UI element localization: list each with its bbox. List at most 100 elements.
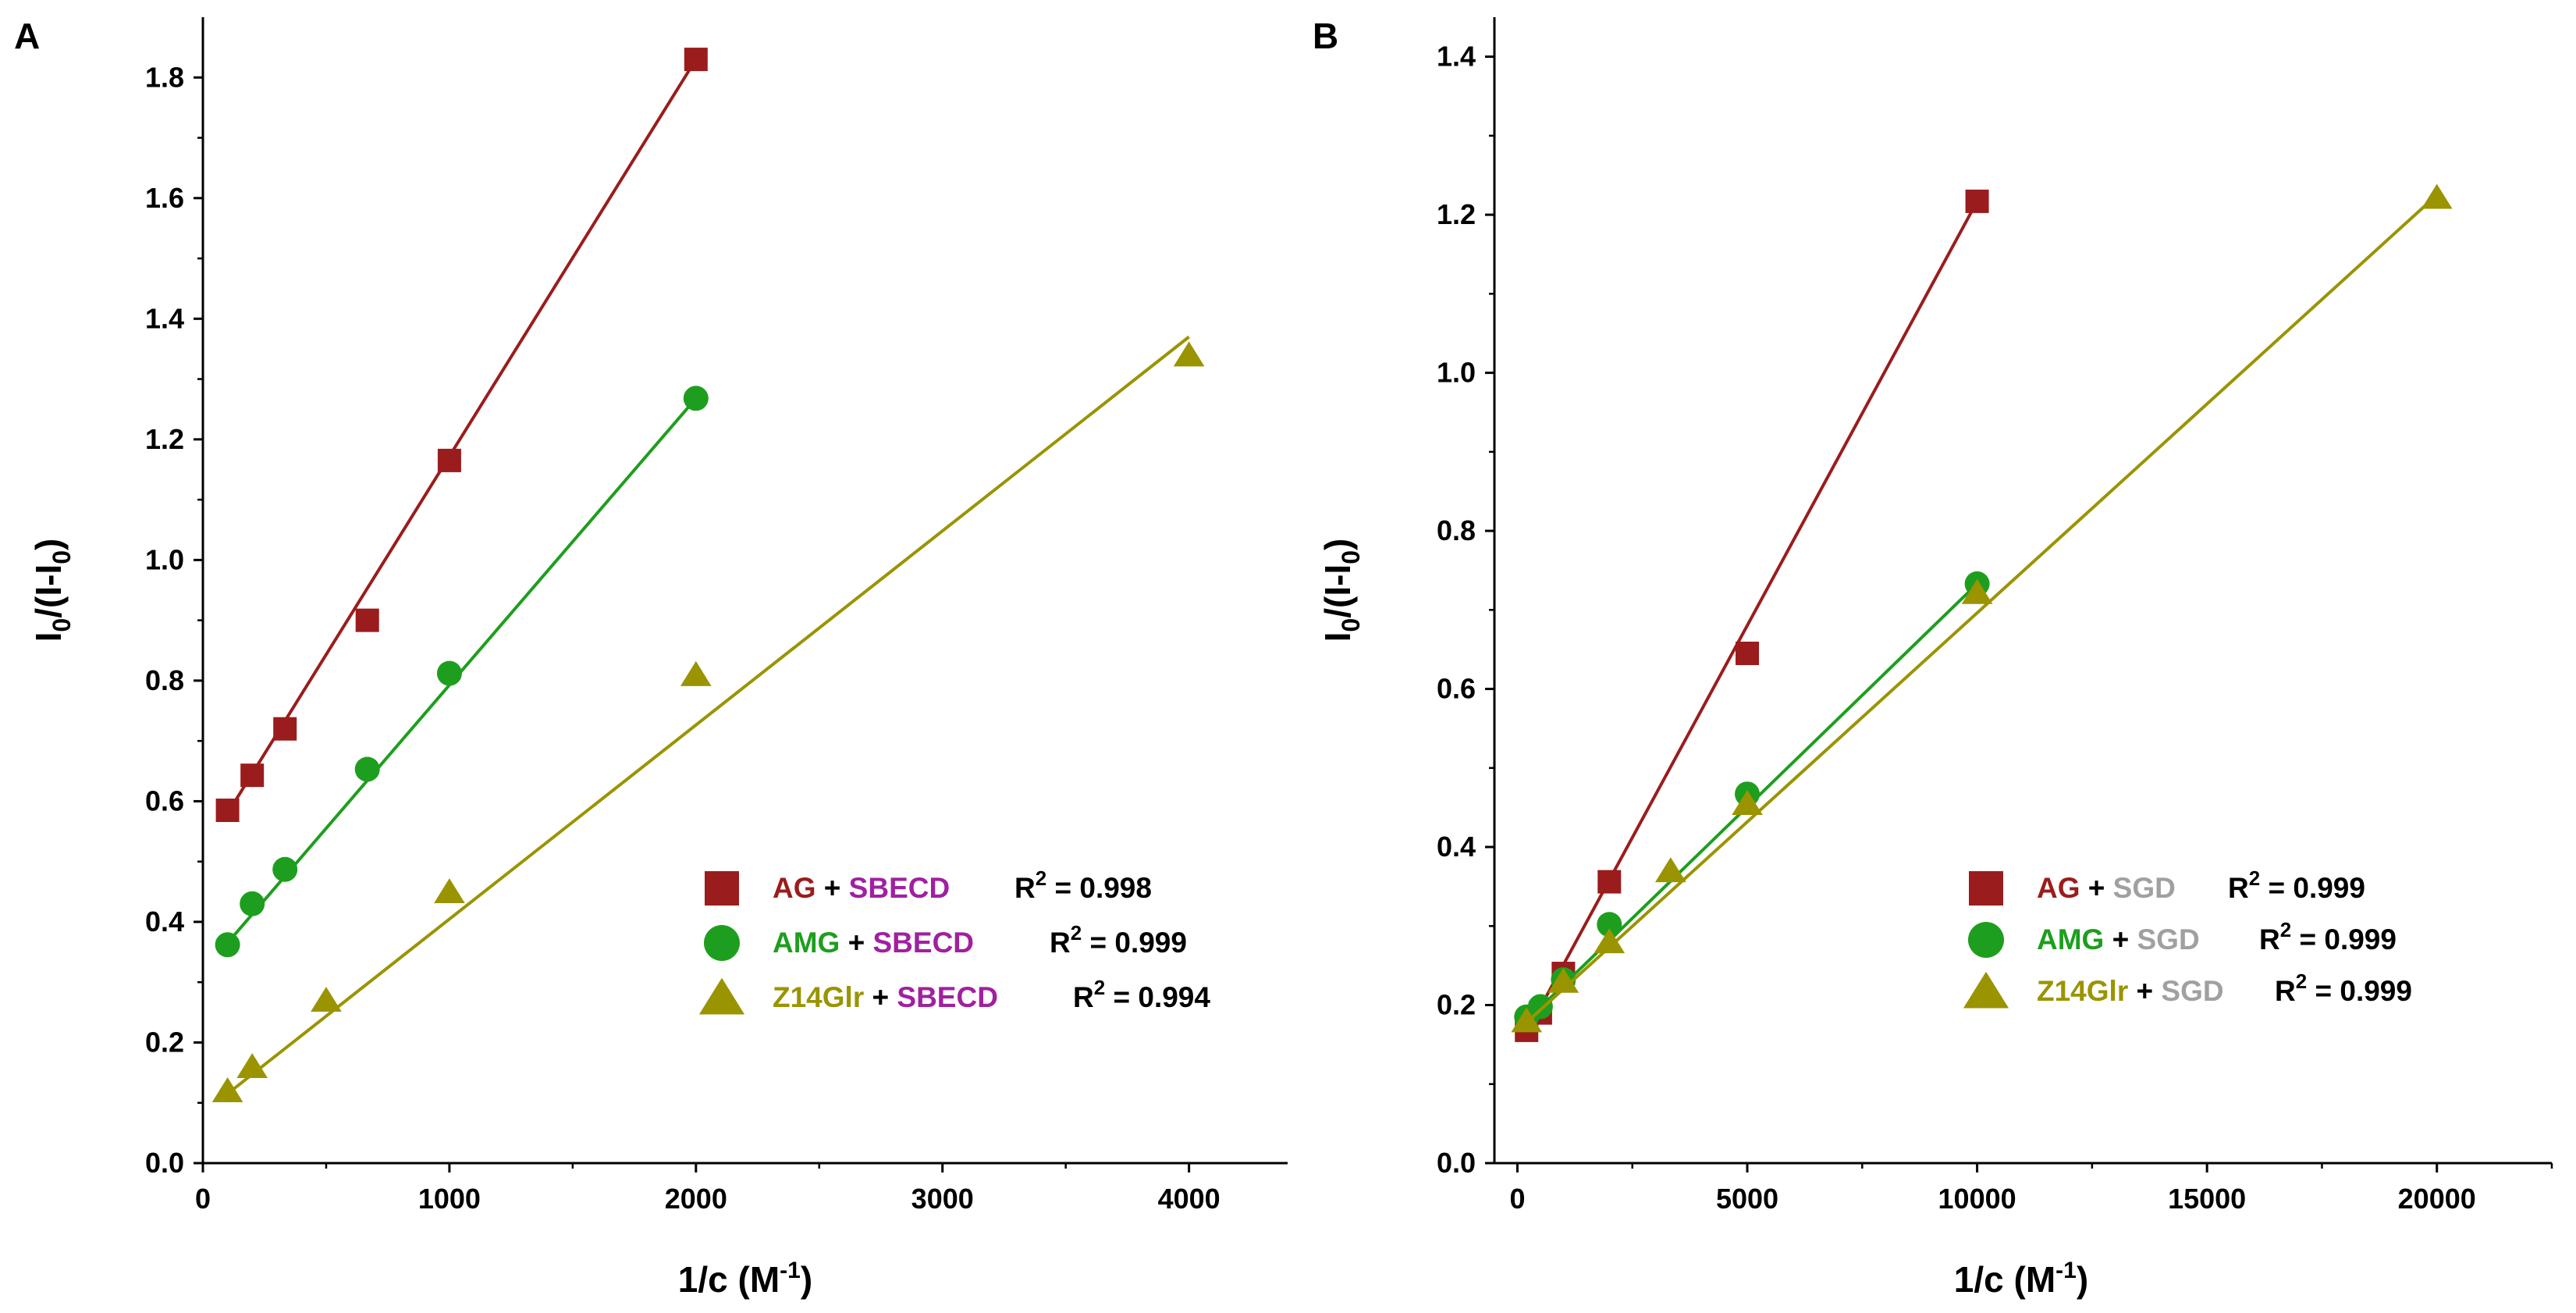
data-point (1511, 1007, 1543, 1033)
panel-letter: B (1313, 16, 1338, 56)
y-tick-label: 0.8 (1437, 514, 1476, 546)
y-tick-label: 0.6 (145, 785, 184, 817)
data-point (1961, 578, 1993, 604)
y-tick-label: 1.2 (1437, 198, 1476, 230)
y-tick-label: 0.2 (1437, 989, 1476, 1021)
x-tick-label: 4000 (1158, 1183, 1220, 1215)
legend-r2: R2 = 0.999 (2259, 918, 2397, 955)
data-point (1965, 189, 1989, 213)
legend-item: AMG + SGD R2 = 0.999 (1968, 918, 2397, 958)
y-axis-title: I0/(I-I0) (28, 539, 76, 642)
legend-label: AG + SBECD (773, 872, 950, 904)
data-point (1594, 928, 1626, 954)
fit-line (226, 335, 1190, 1095)
x-axis-title: 1/c (M-1) (1954, 1258, 2088, 1300)
legend-marker (698, 977, 745, 1015)
legend-item: AG + SGD R2 = 0.999 (1969, 866, 2365, 906)
data-point (436, 660, 462, 686)
x-tick-label: 10000 (1938, 1183, 2016, 1215)
panel-a: A 0.0 0.2 0.4 0.6 0.8 1.0 1.2 1.4 1.6 1.8 0 1000 2000… (14, 16, 1288, 1300)
data-point (2421, 183, 2453, 209)
x-tick-label: 3000 (911, 1183, 974, 1215)
data-point (236, 1053, 268, 1079)
y-tick-label: 1.8 (145, 61, 184, 93)
legend-marker (1963, 971, 2009, 1009)
legend-label: Z14Glr + SBECD (773, 981, 998, 1013)
panel-b: B 0.0 0.2 0.4 0.6 0.8 1.0 1.2 1.4 0 5000 10000 15000… (1313, 16, 2553, 1300)
legend-r2: R2 = 0.999 (2275, 970, 2412, 1007)
legend-item: AG + SBECD R2 = 0.998 (705, 866, 1152, 906)
y-tick-label: 1.6 (145, 182, 184, 214)
data-point (240, 891, 265, 916)
legend-r2: R2 = 0.999 (1050, 921, 1187, 959)
legend-item: AMG + SBECD R2 = 0.999 (704, 921, 1187, 961)
data-point (215, 932, 240, 958)
y-tick-label: 1.2 (145, 423, 184, 455)
data-point (1547, 967, 1579, 993)
series-ag (215, 48, 708, 823)
legend-marker (705, 871, 739, 906)
x-tick-label: 2000 (665, 1183, 727, 1215)
data-point (1527, 994, 1553, 1019)
data-point (355, 608, 379, 632)
x-tick-label: 0 (1509, 1183, 1525, 1215)
legend-label: AG + SGD (2037, 872, 2176, 904)
y-tick-label: 0.8 (145, 664, 184, 696)
data-point (437, 448, 461, 472)
data-point (683, 386, 709, 411)
y-tick-label: 0.4 (1437, 831, 1476, 863)
data-point (680, 660, 712, 686)
legend-marker (704, 925, 740, 961)
panel-letter: A (14, 16, 40, 56)
legend-label: AMG + SGD (2037, 923, 2200, 955)
fit-line (1525, 200, 1979, 1034)
data-point (1597, 912, 1622, 938)
legend-marker (1968, 922, 2004, 958)
y-tick-label: 0.6 (1437, 673, 1476, 705)
data-point (240, 763, 265, 788)
y-tick-label: 0.2 (145, 1026, 184, 1058)
x-axis-title: 1/c (M-1) (678, 1258, 812, 1300)
legend-r2: R2 = 0.994 (1073, 976, 1210, 1013)
legend-r2: R2 = 0.998 (1014, 866, 1152, 904)
series-ag (1515, 189, 1989, 1042)
x-tick-label: 20000 (2398, 1183, 2476, 1215)
data-point (1654, 857, 1686, 883)
fit-line (226, 397, 698, 945)
series-amg (215, 386, 709, 958)
legend-label: AMG + SBECD (773, 927, 974, 959)
fit-line (226, 59, 698, 814)
x-tick-label: 5000 (1716, 1183, 1778, 1215)
legend-item: Z14Glr + SBECD R2 = 0.994 (698, 976, 1210, 1015)
legend-marker (1969, 871, 2003, 906)
x-tick-label: 1000 (418, 1183, 481, 1215)
y-tick-label: 0.0 (1437, 1147, 1476, 1179)
x-tick-label: 0 (195, 1183, 211, 1215)
legend-item: Z14Glr + SGD R2 = 0.999 (1963, 970, 2412, 1009)
data-point (1736, 641, 1760, 665)
legend-label: Z14Glr + SGD (2037, 975, 2224, 1007)
data-point (215, 799, 240, 823)
data-point (211, 1077, 243, 1102)
y-tick-label: 0.4 (145, 906, 184, 938)
y-tick-label: 1.4 (1437, 41, 1476, 73)
data-point (354, 756, 380, 782)
series-z14glr (211, 335, 1205, 1102)
data-point (434, 878, 465, 903)
data-point (311, 987, 342, 1012)
y-tick-label: 1.0 (145, 543, 184, 575)
fit-line (1525, 194, 2439, 1024)
y-tick-label: 1.0 (1437, 357, 1476, 389)
data-point (1597, 870, 1622, 894)
data-point (684, 48, 708, 72)
data-point (272, 856, 298, 882)
x-tick-label: 15000 (2168, 1183, 2246, 1215)
series-z14glr (1511, 183, 2453, 1033)
data-point (273, 717, 297, 741)
legend-r2: R2 = 0.999 (2228, 866, 2365, 904)
data-point (1173, 341, 1205, 367)
y-axis-title: I0/(I-I0) (1317, 539, 1365, 642)
y-tick-label: 0.0 (145, 1147, 184, 1179)
y-tick-label: 1.4 (145, 302, 184, 334)
